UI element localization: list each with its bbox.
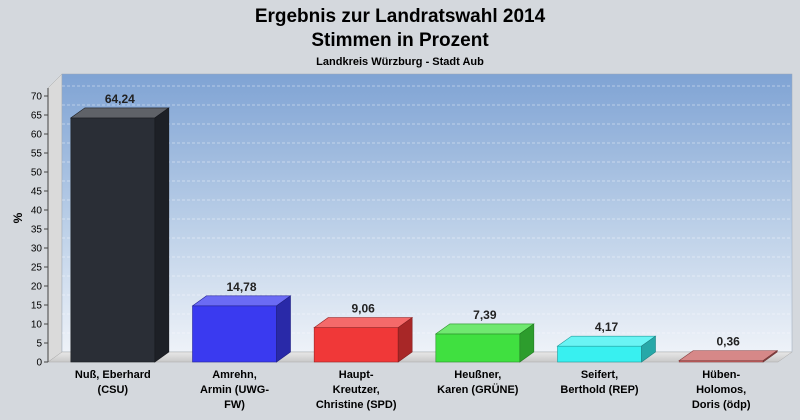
y-tick-label: 70 xyxy=(31,92,43,103)
data-label: 64,24 xyxy=(105,92,135,106)
x-tick-label-line: Berthold (REP) xyxy=(560,384,639,396)
y-tick-label: 15 xyxy=(31,301,43,312)
data-label: 4,17 xyxy=(595,320,619,334)
bar-side xyxy=(397,316,413,363)
bar-front xyxy=(435,333,521,363)
x-tick-label: Hüben- Holomos, Doris (ödp) xyxy=(692,369,751,411)
bar-side xyxy=(519,323,535,363)
x-tick-label-line: Doris (ödp) xyxy=(692,399,751,411)
bar-6 xyxy=(678,350,779,363)
chart-title-line2: Stimmen in Prozent xyxy=(311,30,489,51)
x-tick-label-line: Amrehn, xyxy=(212,369,257,381)
x-tick-label: Seifert, Berthold (REP) xyxy=(560,369,639,396)
y-tick-label: 5 xyxy=(36,339,42,350)
bar-side xyxy=(154,107,170,363)
chart-subtitle: Landkreis Würzburg - Stadt Aub xyxy=(316,56,484,68)
x-tick-label: Haupt- Kreutzer, Christine (SPD) xyxy=(316,369,397,411)
x-tick-label-line: Haupt- xyxy=(339,369,374,381)
bar-top xyxy=(313,317,414,328)
bar-side xyxy=(276,295,291,363)
grid-lines xyxy=(62,85,792,334)
bar-4 xyxy=(434,323,535,363)
chart-title: Ergebnis zur Landratswahl 2014 xyxy=(255,6,546,27)
x-tick-label: Nuß, Eberhard (CSU) xyxy=(75,369,151,396)
bar-front xyxy=(70,117,156,363)
x-tick-label-line: Kreutzer, xyxy=(333,384,380,396)
x-tick-label-line: Christine (SPD) xyxy=(316,399,397,411)
y-tick-label: 50 xyxy=(31,168,43,179)
bars: 64,24 14,78 9,06 7,39 4,17 0,36 xyxy=(69,92,779,363)
y-tick-label: 0 xyxy=(36,358,42,369)
x-tick-label-line: (CSU) xyxy=(98,384,129,396)
y-tick-label: 10 xyxy=(31,320,43,331)
bar-top xyxy=(69,107,170,119)
x-tick-label-line: Nuß, Eberhard xyxy=(75,369,151,381)
y-tick-label: 25 xyxy=(31,263,43,274)
bar-side xyxy=(762,350,778,363)
x-axis-labels: Nuß, Eberhard (CSU) Amrehn, Armin (UWG- FW) H… xyxy=(75,369,751,411)
x-tick-label: Amrehn, Armin (UWG- FW) xyxy=(200,369,269,411)
bar-top xyxy=(191,295,292,307)
y-tick-label: 35 xyxy=(31,225,43,236)
bar-2 xyxy=(191,295,292,363)
data-label: 0,36 xyxy=(716,335,740,349)
y-tick-label: 30 xyxy=(31,244,43,255)
bar-5 xyxy=(556,335,657,363)
bar-front xyxy=(192,305,277,363)
bar-1 xyxy=(69,107,170,363)
y-tick-label: 60 xyxy=(31,130,43,141)
plot-left-wall xyxy=(47,73,63,363)
y-tick-label: 40 xyxy=(31,206,43,217)
y-tick-label: 55 xyxy=(31,149,43,160)
bar-3 xyxy=(313,316,414,363)
bar-top xyxy=(556,335,657,347)
y-axis: 0 5 10 15 20 25 30 35 40 45 50 55 60 65 70 xyxy=(31,88,49,369)
y-tick-label: 65 xyxy=(31,111,43,122)
bar-front xyxy=(557,345,642,363)
data-label: 14,78 xyxy=(226,280,256,294)
bar-top xyxy=(434,323,535,335)
x-tick-label-line: FW) xyxy=(224,399,245,411)
plot-background xyxy=(61,73,793,353)
data-label: 7,39 xyxy=(473,308,497,322)
x-tick-label: Heußner, Karen (GRÜNE) xyxy=(437,369,519,396)
x-tick-label-line: Armin (UWG- xyxy=(200,384,269,396)
y-tick-label: 45 xyxy=(31,187,43,198)
x-tick-label-line: Hüben- xyxy=(702,369,740,381)
bar-front xyxy=(313,327,399,363)
x-tick-label-line: Heußner, xyxy=(454,369,501,381)
bar-side xyxy=(641,335,656,363)
y-tick-label: 20 xyxy=(31,282,43,293)
data-label: 9,06 xyxy=(351,302,375,316)
x-tick-label-line: Seifert, xyxy=(581,369,618,381)
x-tick-label-line: Holomos, xyxy=(696,384,746,396)
x-tick-label-line: Karen (GRÜNE) xyxy=(437,383,519,396)
y-axis-label: % xyxy=(11,212,25,223)
bar-top xyxy=(678,350,779,361)
